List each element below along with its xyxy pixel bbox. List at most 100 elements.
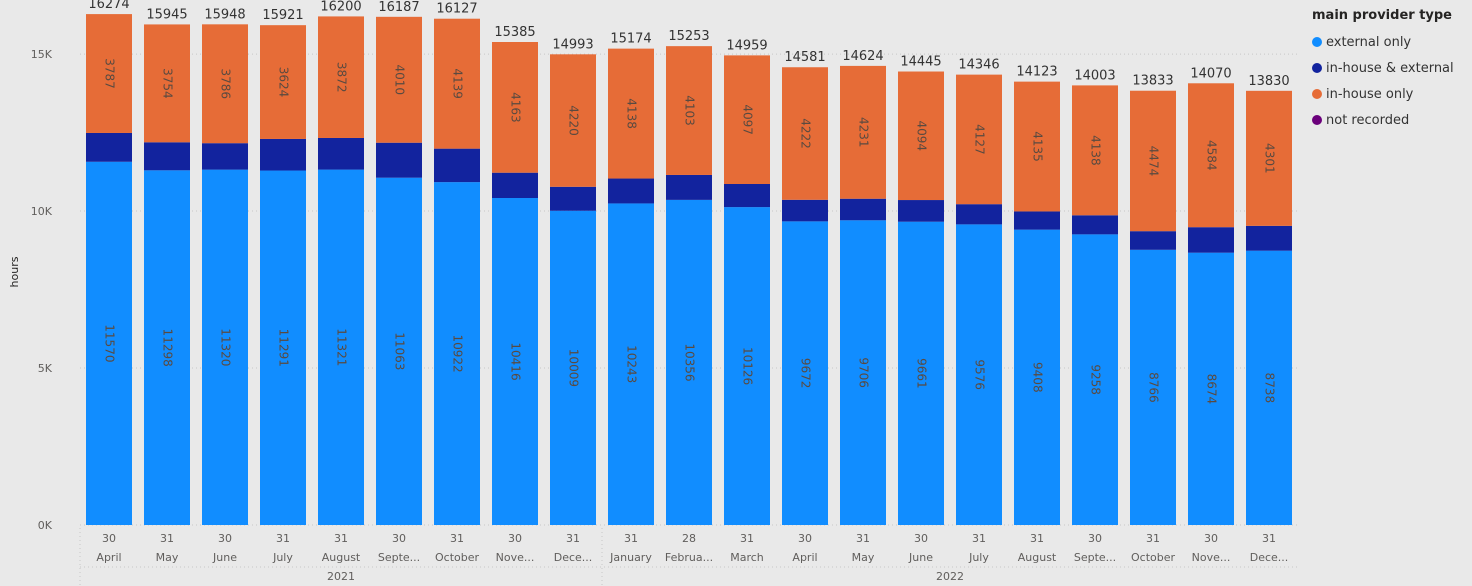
bar-segment-in-house-only — [782, 67, 828, 200]
bar-segment-external-only — [1072, 234, 1118, 525]
bar-segment-external-only — [550, 210, 596, 525]
segment-value-label: 9661 — [915, 358, 929, 389]
total-label: 15174 — [610, 32, 651, 47]
segment-value-label: 10126 — [741, 347, 755, 385]
x-tick-day: 31 — [1146, 532, 1160, 545]
bar-segment-external-only — [144, 170, 190, 525]
bar-segment-external-only — [1188, 252, 1234, 525]
total-label: 13833 — [1132, 74, 1173, 89]
legend-item-in-house-and-external[interactable]: in-house & external — [1312, 55, 1472, 81]
x-tick-day: 28 — [682, 532, 696, 545]
total-label: 16187 — [378, 0, 419, 15]
legend-item-not-recorded[interactable]: not recorded — [1312, 107, 1472, 133]
total-label: 14624 — [842, 49, 883, 64]
bar-segment-external-only — [376, 177, 422, 525]
x-tick-day: 31 — [276, 532, 290, 545]
segment-value-label: 11570 — [103, 324, 117, 362]
segment-value-label: 10356 — [683, 343, 697, 381]
segment-value-label: 4163 — [509, 92, 523, 123]
x-tick-month: October — [435, 551, 479, 564]
segment-value-label: 8766 — [1147, 372, 1161, 403]
bar-segment-external-only — [202, 169, 248, 525]
bar-segment-in-house-external — [260, 138, 306, 171]
bar-segment-in-house-only — [434, 18, 480, 149]
x-tick-month: June — [212, 551, 237, 564]
bar-segment-in-house-only — [1130, 90, 1176, 232]
bar-segment-in-house-only — [666, 46, 712, 175]
x-tick-month: Februa... — [665, 551, 713, 564]
x-tick-day: 31 — [566, 532, 580, 545]
bar-segment-in-house-only — [608, 48, 654, 179]
bar-segment-external-only — [86, 161, 132, 525]
total-label: 15385 — [494, 25, 535, 40]
bar-segment-in-house-only — [840, 65, 886, 199]
total-label: 16127 — [436, 2, 477, 17]
bar-segment-in-house-external — [898, 200, 944, 222]
bar-segment-in-house-only — [550, 54, 596, 187]
bar-segment-in-house-external — [86, 132, 132, 162]
y-tick-label: 10K — [31, 205, 53, 218]
bar-segment-in-house-only — [956, 74, 1002, 205]
segment-value-label: 4584 — [1205, 140, 1219, 171]
total-label: 15945 — [146, 7, 187, 22]
bar-segment-external-only — [434, 182, 480, 525]
x-tick-day: 31 — [972, 532, 986, 545]
segment-value-label: 10922 — [451, 334, 465, 372]
total-label: 15253 — [668, 29, 709, 44]
x-tick-month: Nove... — [496, 551, 535, 564]
x-tick-month: April — [792, 551, 817, 564]
year-label: 2022 — [936, 570, 964, 583]
legend-item-in-house-only[interactable]: in-house only — [1312, 81, 1472, 107]
bar-segment-external-only — [782, 221, 828, 525]
segment-value-label: 3754 — [161, 68, 175, 99]
total-label: 14346 — [958, 58, 999, 73]
segment-value-label: 3786 — [219, 68, 233, 99]
segment-value-label: 3872 — [335, 62, 349, 93]
segment-value-label: 4222 — [799, 118, 813, 149]
segment-value-label: 11291 — [277, 329, 291, 367]
x-tick-month: Dece... — [1250, 551, 1289, 564]
bar-segment-in-house-external — [724, 183, 770, 208]
x-tick-day: 31 — [160, 532, 174, 545]
bar-segment-in-house-only — [318, 16, 364, 138]
bar-segment-in-house-external — [1014, 211, 1060, 230]
bar-segment-external-only — [608, 203, 654, 525]
legend-label-not-recorded: not recorded — [1326, 112, 1410, 128]
legend-dot-in-house-only — [1312, 89, 1322, 99]
bar-segment-in-house-only — [376, 16, 422, 143]
total-label: 14003 — [1074, 68, 1115, 83]
bar-segment-in-house-external — [608, 178, 654, 204]
segment-value-label: 4139 — [451, 68, 465, 99]
bar-segment-in-house-external — [434, 148, 480, 183]
total-label: 14993 — [552, 37, 593, 52]
legend-label-in-house-and-external: in-house & external — [1326, 60, 1454, 76]
x-tick-month: May — [156, 551, 179, 564]
segment-value-label: 4097 — [741, 104, 755, 135]
bar-segment-in-house-only — [1014, 81, 1060, 212]
total-label: 14445 — [900, 55, 941, 70]
total-label: 15948 — [204, 7, 245, 22]
bar-segment-in-house-only — [202, 24, 248, 144]
bar-segment-in-house-external — [1072, 215, 1118, 235]
y-axis-title: hours — [8, 256, 21, 287]
legend-item-external-only[interactable]: external only — [1312, 29, 1472, 55]
legend-dot-in-house-and-external — [1312, 63, 1322, 73]
segment-value-label: 4010 — [393, 64, 407, 95]
stacked-bar-chart: 0K 5K 10K 15K hours 11570 3787 16274 30 April 1129… — [8, 0, 1298, 586]
x-tick-month: Septe... — [1074, 551, 1116, 564]
bar-segment-external-only — [724, 207, 770, 525]
bar-segment-in-house-only — [1246, 90, 1292, 226]
total-label: 14070 — [1190, 66, 1231, 81]
bar-segment-in-house-external — [492, 172, 538, 199]
x-tick-day: 30 — [1088, 532, 1102, 545]
x-tick-month: October — [1131, 551, 1175, 564]
x-tick-month: August — [1018, 551, 1057, 564]
bar-segment-in-house-external — [1246, 225, 1292, 251]
x-tick-day: 30 — [392, 532, 406, 545]
y-tick-label: 0K — [38, 519, 53, 532]
segment-value-label: 11063 — [393, 332, 407, 370]
x-tick-month: January — [609, 551, 652, 564]
segment-value-label: 4094 — [915, 121, 929, 152]
segment-value-label: 4301 — [1263, 143, 1277, 174]
x-tick-day: 30 — [798, 532, 812, 545]
